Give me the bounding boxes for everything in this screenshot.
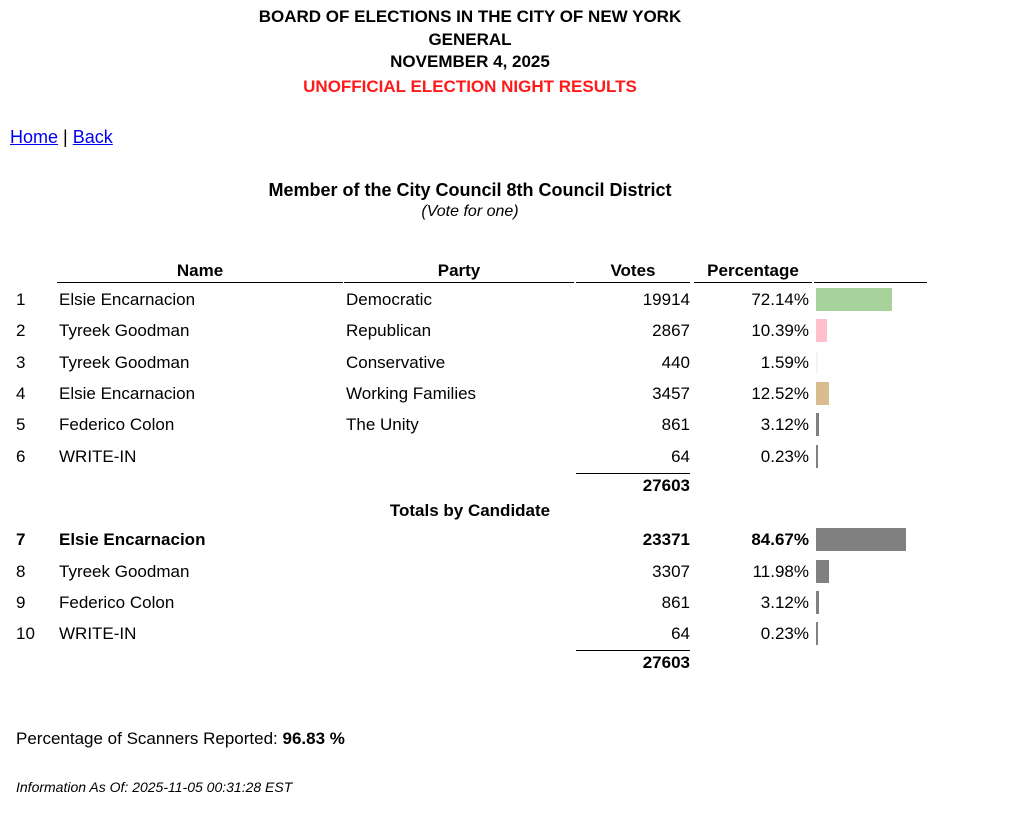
candidate-name: WRITE-IN bbox=[59, 447, 137, 466]
home-link[interactable]: Home bbox=[10, 127, 59, 147]
vote-count: 19914 bbox=[642, 290, 690, 309]
candidate-name: Tyreek Goodman bbox=[59, 562, 190, 581]
vote-count: 3457 bbox=[652, 384, 690, 403]
vote-percentage: 84.67% bbox=[751, 530, 809, 549]
candidate-name: Elsie Encarnacion bbox=[59, 290, 196, 309]
candidate-name: WRITE-IN bbox=[59, 624, 137, 643]
vote-percentage: 12.52% bbox=[751, 384, 809, 403]
contest-title: Member of the City Council 8th Council D… bbox=[268, 180, 672, 200]
vote-count: 3307 bbox=[652, 562, 690, 581]
vote-count: 2867 bbox=[652, 321, 690, 340]
row-number: 1 bbox=[16, 290, 26, 309]
vote-percentage: 10.39% bbox=[751, 321, 809, 340]
row-number: 2 bbox=[16, 321, 26, 340]
candidate-name: Federico Colon bbox=[59, 415, 175, 434]
total-underline bbox=[576, 650, 690, 651]
row-number: 8 bbox=[16, 562, 26, 581]
party-name: Republican bbox=[346, 321, 432, 340]
row-number: 3 bbox=[16, 353, 26, 372]
candidate-name: Elsie Encarnacion bbox=[59, 530, 206, 549]
scanners-value: 96.83 % bbox=[282, 729, 345, 748]
percentage-bar bbox=[816, 351, 818, 374]
header-election-type: GENERAL bbox=[428, 30, 512, 49]
header-unofficial-notice: UNOFFICIAL ELECTION NIGHT RESULTS bbox=[303, 77, 637, 96]
party-name: Democratic bbox=[346, 290, 432, 309]
vote-percentage: 3.12% bbox=[760, 415, 809, 434]
vote-percentage: 0.23% bbox=[760, 624, 809, 643]
column-header-name: Name bbox=[176, 261, 224, 280]
party-name: The Unity bbox=[346, 415, 419, 434]
vote-count: 861 bbox=[661, 415, 690, 434]
scanners-reported: Percentage of Scanners Reported: 96.83 % bbox=[16, 729, 345, 749]
header-underline-bar bbox=[814, 282, 927, 283]
candidate-name: Tyreek Goodman bbox=[59, 353, 190, 372]
header-underline-votes bbox=[576, 282, 690, 283]
vote-percentage: 3.12% bbox=[760, 593, 809, 612]
nav-links: Home | Back bbox=[10, 127, 113, 148]
info-timestamp: Information As Of: 2025-11-05 00:31:28 E… bbox=[16, 779, 293, 795]
vote-count: 64 bbox=[671, 624, 690, 643]
party-name: Working Families bbox=[346, 384, 477, 403]
percentage-bar bbox=[816, 528, 906, 551]
header-underline-name bbox=[57, 282, 343, 283]
scanners-label: Percentage of Scanners Reported: bbox=[16, 729, 278, 748]
header-title: BOARD OF ELECTIONS IN THE CITY OF NEW YO… bbox=[258, 7, 682, 26]
header-underline-party bbox=[344, 282, 574, 283]
vote-percentage: 1.59% bbox=[760, 353, 809, 372]
total-underline bbox=[576, 473, 690, 474]
percentage-bar bbox=[816, 560, 829, 583]
row-number: 5 bbox=[16, 415, 26, 434]
candidate-votes-total: 27603 bbox=[642, 653, 690, 672]
contest-subtitle: (Vote for one) bbox=[421, 203, 519, 220]
vote-percentage: 11.98% bbox=[752, 562, 809, 581]
row-number: 9 bbox=[16, 593, 26, 612]
percentage-bar bbox=[816, 288, 892, 311]
party-name: Conservative bbox=[346, 353, 446, 372]
row-number: 10 bbox=[16, 624, 35, 643]
vote-percentage: 72.14% bbox=[751, 290, 809, 309]
column-header-votes: Votes bbox=[610, 261, 656, 280]
row-number: 4 bbox=[16, 384, 26, 403]
nav-separator: | bbox=[63, 127, 68, 147]
vote-count: 440 bbox=[661, 353, 690, 372]
percentage-bar bbox=[816, 413, 819, 436]
percentage-bar bbox=[816, 591, 819, 614]
header-election-date: NOVEMBER 4, 2025 bbox=[390, 52, 550, 71]
percentage-bar bbox=[816, 622, 818, 645]
percentage-bar bbox=[816, 445, 818, 468]
back-link[interactable]: Back bbox=[72, 127, 113, 147]
party-votes-total: 27603 bbox=[642, 476, 690, 495]
vote-percentage: 0.23% bbox=[760, 447, 809, 466]
column-header-party: Party bbox=[437, 261, 481, 280]
percentage-bar bbox=[816, 382, 829, 405]
candidate-name: Federico Colon bbox=[59, 593, 175, 612]
percentage-bar bbox=[816, 319, 827, 342]
totals-by-candidate-heading: Totals by Candidate bbox=[389, 501, 551, 520]
vote-count: 64 bbox=[671, 447, 690, 466]
header-underline-percentage bbox=[694, 282, 812, 283]
row-number: 6 bbox=[16, 447, 26, 466]
column-header-percentage: Percentage bbox=[707, 261, 799, 280]
vote-count: 861 bbox=[661, 593, 690, 612]
vote-count: 23371 bbox=[642, 530, 690, 549]
candidate-name: Elsie Encarnacion bbox=[59, 384, 196, 403]
row-number: 7 bbox=[16, 530, 26, 549]
candidate-name: Tyreek Goodman bbox=[59, 321, 190, 340]
